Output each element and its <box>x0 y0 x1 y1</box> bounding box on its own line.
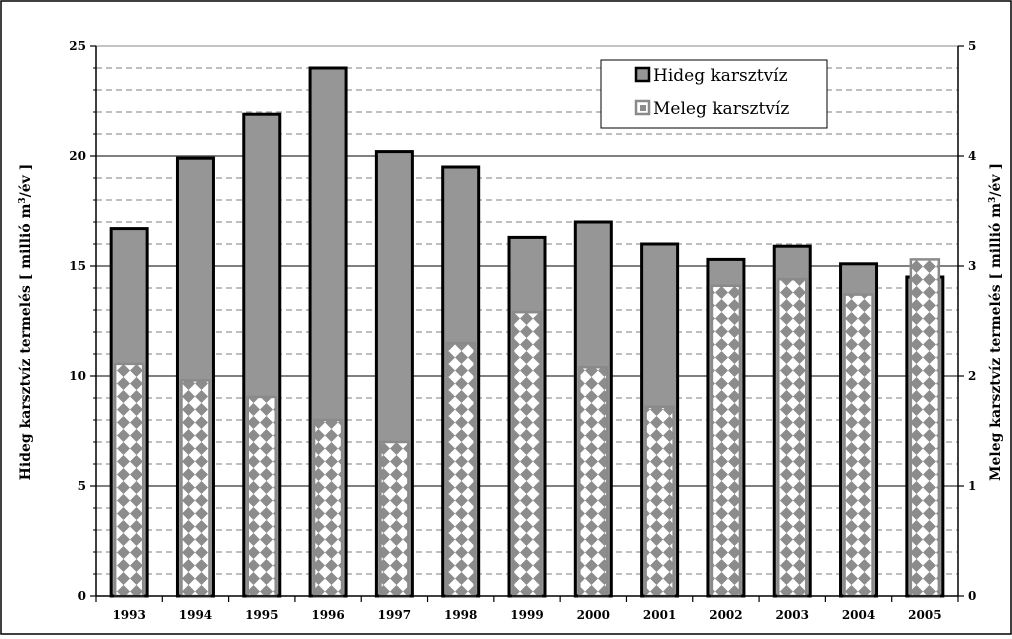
left-tick-label: 20 <box>69 149 86 163</box>
right-axis-title-tail: /év ] <box>988 163 1004 197</box>
legend-swatch-hideg <box>634 66 651 83</box>
x-tick-label: 1994 <box>179 608 212 622</box>
x-tick-label: 2001 <box>643 608 676 622</box>
left-axis-title: Hideg karsztvíz termelés [ millió m3/év … <box>18 164 34 481</box>
legend-label-hideg: Hideg karsztvíz <box>653 66 788 86</box>
bar-meleg <box>909 258 941 598</box>
left-tick-label: 25 <box>69 39 86 53</box>
x-tick-label: 1998 <box>444 608 477 622</box>
x-tick-label: 2000 <box>577 608 610 622</box>
right-tick-label: 2 <box>968 369 976 383</box>
right-tick-label: 4 <box>968 149 976 163</box>
legend-label-meleg: Meleg karsztvíz <box>653 99 789 119</box>
tick-labels: 0 5 10 15 20 25 0 1 2 3 4 5 1993 1994 1995 1996 1997 1998… <box>69 39 976 622</box>
bar-meleg <box>312 418 344 598</box>
legend-swatch-meleg-fill <box>640 105 646 111</box>
x-tick-label: 1997 <box>378 608 411 622</box>
bar-meleg <box>776 277 808 598</box>
axes <box>90 45 964 602</box>
x-tick-label: 1993 <box>112 608 145 622</box>
right-axis-title: Meleg karsztvíz termelés [ millió m3/év … <box>988 163 1004 481</box>
left-axis-title-tail: /év ] <box>18 164 34 198</box>
left-tick-label: 5 <box>78 479 86 493</box>
x-tick-label: 1995 <box>245 608 278 622</box>
left-tick-label: 15 <box>69 259 86 273</box>
bar-meleg <box>644 405 675 598</box>
bar-meleg <box>246 395 278 598</box>
right-tick-label: 0 <box>968 589 976 603</box>
right-axis-title-sup: 3 <box>988 197 998 203</box>
x-tick-label: 2004 <box>842 608 875 622</box>
x-tick-label: 2005 <box>908 608 941 622</box>
bar-meleg <box>578 365 609 598</box>
right-axis-title-main: Meleg karsztvíz termelés [ millió m <box>988 203 1004 481</box>
left-tick-label: 10 <box>69 369 86 383</box>
bar-meleg <box>113 362 145 598</box>
bar-meleg <box>445 341 476 598</box>
right-tick-label: 5 <box>968 39 976 53</box>
bar-meleg <box>710 284 742 598</box>
right-tick-label: 1 <box>968 479 976 493</box>
left-axis-title-main: Hideg karsztvíz termelés [ millió m <box>18 203 34 480</box>
bar-meleg <box>511 310 543 598</box>
right-tick-label: 3 <box>968 259 976 273</box>
legend: Hideg karsztvíz Meleg karsztvíz <box>600 59 828 129</box>
bar-meleg <box>180 379 211 598</box>
x-tick-label: 1996 <box>311 608 344 622</box>
bars <box>109 66 945 598</box>
bar-meleg <box>843 293 874 598</box>
x-tick-label: 2002 <box>709 608 742 622</box>
x-tick-label: 1999 <box>510 608 543 622</box>
x-tick-label: 2003 <box>776 608 809 622</box>
bar-meleg <box>379 440 410 598</box>
left-axis-title-sup: 3 <box>18 197 28 203</box>
left-tick-label: 0 <box>78 589 86 603</box>
